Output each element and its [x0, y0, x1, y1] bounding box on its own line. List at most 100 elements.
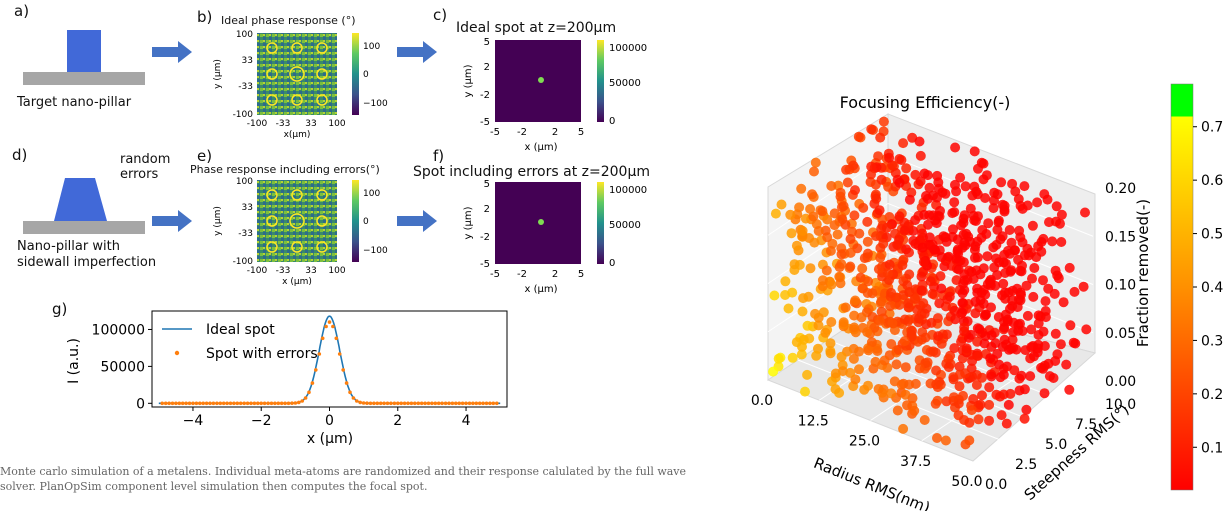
scatter-point — [954, 381, 965, 392]
scatter-point — [904, 379, 915, 390]
legend-ideal: Ideal spot — [206, 322, 275, 338]
scatter-point — [940, 435, 951, 446]
pillar-shape — [67, 30, 101, 72]
error-spot-point — [276, 401, 281, 406]
scatter-point — [918, 298, 929, 309]
error-spot-point — [208, 401, 212, 406]
scatter-point — [787, 352, 798, 363]
scatter-point — [921, 319, 932, 330]
scatter-point — [1039, 189, 1050, 200]
scatter-point — [838, 317, 849, 328]
scatter-point — [922, 193, 933, 204]
scatter-point — [984, 399, 995, 410]
svg-text:0: 0 — [363, 217, 369, 227]
svg-text:5: 5 — [484, 38, 490, 48]
panel-g-label: g) — [52, 300, 68, 318]
svg-text:y (μm): y (μm) — [463, 206, 474, 239]
scatter-point — [825, 348, 836, 359]
scatter-point — [919, 168, 930, 179]
scatter-point — [973, 414, 984, 425]
error-spot-point — [204, 401, 209, 406]
scatter-point — [783, 303, 794, 314]
nano-pillar-diagram — [23, 30, 145, 85]
error-spot-point — [187, 401, 192, 406]
scatter-point — [1064, 262, 1075, 273]
colorbar-tick-label: 0.7 — [1201, 120, 1223, 136]
scatter-point — [950, 179, 960, 190]
scatter-point — [829, 220, 840, 231]
scatter-point — [966, 405, 977, 416]
scatter-point — [836, 351, 847, 362]
error-spot-point — [228, 401, 233, 406]
scatter-point — [786, 228, 797, 239]
scatter-point — [859, 253, 870, 264]
panel-f-label: f) — [433, 147, 445, 165]
scatter-point — [769, 290, 780, 301]
scatter-point — [972, 252, 983, 263]
colorbar-tick-label: 0.5 — [1201, 227, 1223, 243]
z-axis-label: Fraction removed(-) — [1134, 199, 1152, 347]
colorbar-tick-label: 0.1 — [1201, 440, 1223, 456]
substrate-shape — [23, 221, 145, 234]
scatter-point — [884, 152, 895, 163]
scatter-point — [850, 185, 860, 196]
scatter-point — [878, 238, 889, 249]
error-spot-point — [396, 401, 400, 406]
scatter-point — [948, 224, 958, 235]
scatter-point — [978, 174, 989, 185]
panel-f-title: Spot including errors at z=200μm — [413, 164, 650, 180]
scatter-point — [916, 271, 927, 282]
arrow-icon — [397, 41, 437, 63]
scatter-point — [944, 291, 955, 302]
svg-text:−100: −100 — [363, 99, 388, 109]
scatter-point — [923, 219, 933, 230]
scatter-point — [876, 306, 887, 317]
scatter-point — [1055, 218, 1065, 229]
panel-e-title: Phase response including errors(°) — [190, 163, 380, 176]
x-tick-label: −4 — [183, 413, 204, 429]
scatter-point — [949, 197, 960, 208]
scatter-point — [879, 355, 890, 366]
scatter-point — [849, 210, 860, 221]
scatter-point — [826, 181, 837, 191]
scatter-point — [919, 209, 930, 220]
svg-text:100: 100 — [328, 266, 345, 276]
y-tick-label: 0 — [136, 396, 145, 412]
error-spot-point — [344, 381, 349, 385]
scatter-point — [914, 136, 925, 147]
error-spot-point — [460, 401, 465, 406]
scatter-point — [985, 353, 996, 364]
scatter-point — [1025, 371, 1036, 382]
scatter-point — [897, 260, 908, 271]
error-spot-point — [259, 401, 263, 406]
scatter-point — [997, 341, 1008, 352]
scatter-point — [1081, 324, 1092, 335]
figure-caption: Monte carlo simulation of a metalens. In… — [0, 465, 687, 493]
scatter-point — [968, 394, 979, 404]
scatter-point — [973, 211, 983, 222]
panel-c-label: c) — [433, 6, 448, 24]
scatter-point — [934, 298, 945, 309]
scatter-point — [980, 309, 991, 320]
error-spot-point — [355, 399, 359, 403]
scatter-point — [924, 182, 935, 193]
scatter-point — [834, 271, 845, 282]
focal-spot — [538, 219, 544, 225]
scatter-point — [840, 302, 851, 313]
scatter-point — [805, 204, 816, 214]
panel-d-caption: Nano-pillar with sidewall imperfection — [17, 239, 157, 270]
error-spot-point — [283, 401, 287, 406]
svg-text:-2: -2 — [480, 232, 490, 243]
scatter-point — [899, 225, 910, 236]
scatter-point — [1017, 237, 1028, 248]
scatter-point — [929, 244, 940, 255]
svg-text:-2: -2 — [517, 127, 527, 138]
scatter-point — [845, 247, 856, 258]
scatter-point — [994, 359, 1005, 370]
scatter-point — [1044, 217, 1054, 228]
svg-text:-5: -5 — [490, 127, 500, 138]
scatter-point — [873, 384, 884, 394]
svg-text:50000: 50000 — [609, 220, 641, 231]
scatter-point — [951, 253, 962, 264]
y-tick-label: 50000 — [100, 359, 145, 375]
